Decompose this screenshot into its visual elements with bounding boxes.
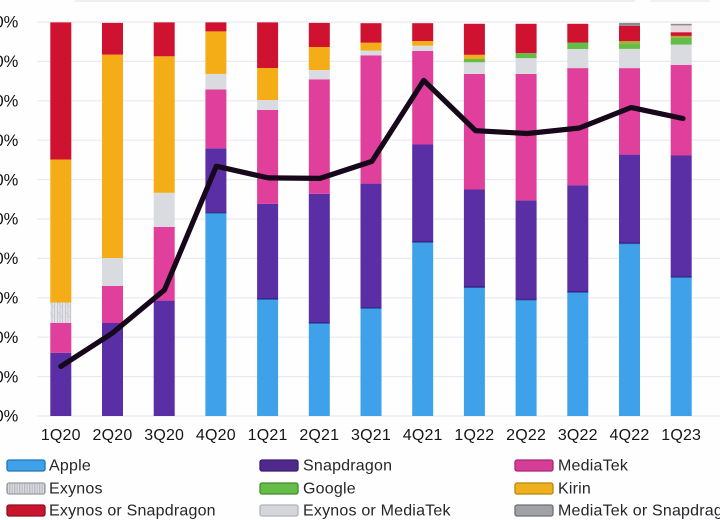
svg-text:Exynos: Exynos xyxy=(49,481,103,498)
svg-text:100%: 100% xyxy=(0,14,19,32)
svg-text:1Q20: 1Q20 xyxy=(41,427,81,444)
svg-text:40%: 40% xyxy=(0,250,19,268)
svg-text:1Q22: 1Q22 xyxy=(454,427,494,444)
svg-text:90%: 90% xyxy=(0,53,19,71)
svg-text:3Q22: 3Q22 xyxy=(558,427,598,444)
svg-text:2Q21: 2Q21 xyxy=(299,427,339,444)
svg-text:4Q21: 4Q21 xyxy=(403,427,443,444)
svg-text:10%: 10% xyxy=(0,368,19,386)
svg-text:2Q22: 2Q22 xyxy=(506,427,546,444)
svg-text:Snapdragon: Snapdragon xyxy=(303,458,392,475)
svg-text:60%: 60% xyxy=(0,171,19,189)
svg-text:1Q21: 1Q21 xyxy=(248,427,288,444)
svg-text:Google: Google xyxy=(303,481,356,498)
svg-text:50%: 50% xyxy=(0,211,19,229)
svg-text:30%: 30% xyxy=(0,290,19,308)
svg-text:3Q20: 3Q20 xyxy=(144,427,184,444)
svg-text:3Q21: 3Q21 xyxy=(351,427,391,444)
svg-text:MediaTek or Snapdragon: MediaTek or Snapdragon xyxy=(558,503,720,520)
svg-text:Exynos or Snapdragon: Exynos or Snapdragon xyxy=(49,503,216,520)
svg-text:Kirin: Kirin xyxy=(558,481,591,498)
svg-text:20%: 20% xyxy=(0,329,19,347)
svg-text:Apple: Apple xyxy=(49,458,91,475)
svg-text:2Q20: 2Q20 xyxy=(93,427,133,444)
svg-text:4Q22: 4Q22 xyxy=(610,427,650,444)
svg-text:0%: 0% xyxy=(0,408,19,426)
svg-text:Exynos or MediaTek: Exynos or MediaTek xyxy=(303,503,451,520)
svg-text:1Q23: 1Q23 xyxy=(661,427,701,444)
svg-text:80%: 80% xyxy=(0,93,19,111)
svg-text:4Q20: 4Q20 xyxy=(196,427,236,444)
svg-text:MediaTek: MediaTek xyxy=(558,458,629,475)
svg-text:70%: 70% xyxy=(0,132,19,150)
